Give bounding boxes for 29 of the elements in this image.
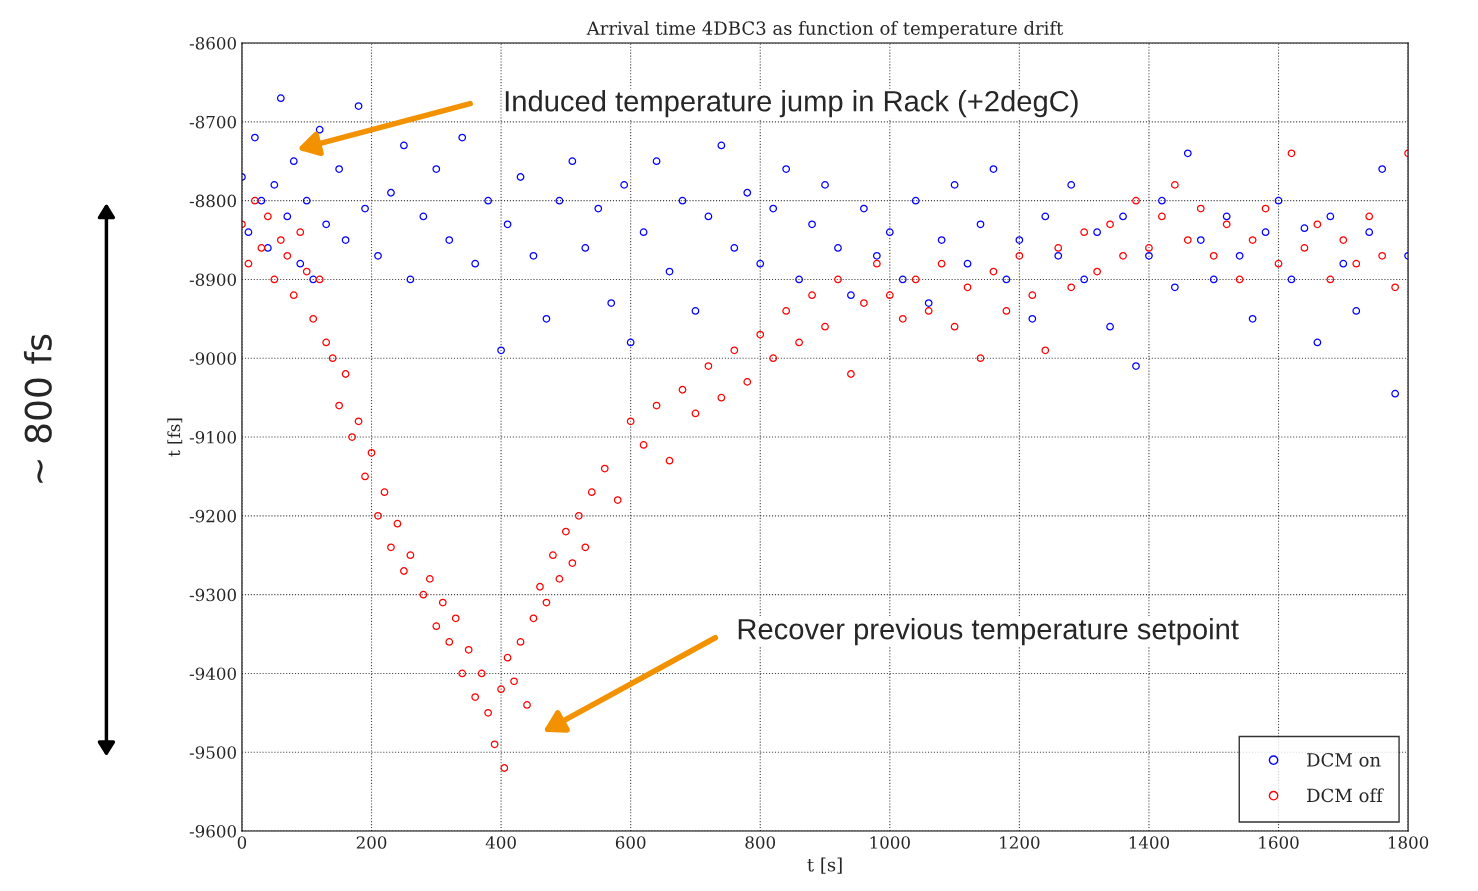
annotation: Recover previous temperature setpoint bbox=[738, 618, 1239, 646]
y-tick-label: -9600 bbox=[189, 825, 236, 838]
y-tick-label: -8700 bbox=[189, 115, 236, 129]
text: ~ 800 fs bbox=[23, 334, 52, 483]
x-tick-label: 0 bbox=[237, 836, 247, 849]
x-tick-label: 400 bbox=[485, 836, 516, 849]
x-tick-label: 1200 bbox=[1000, 836, 1040, 849]
y-tick-label: -8800 bbox=[189, 194, 236, 208]
y-tick-label: -9000 bbox=[189, 352, 236, 365]
legend-label: DCM on bbox=[1307, 753, 1381, 767]
x-tick-label: 600 bbox=[615, 836, 646, 849]
x-tick-label: 800 bbox=[745, 836, 776, 849]
y-tick-label: -9100 bbox=[189, 431, 236, 444]
y-axis-title: t [fs] bbox=[167, 418, 183, 457]
y-tick-label: -9500 bbox=[189, 746, 236, 759]
x-tick-label: 1400 bbox=[1129, 836, 1170, 849]
legend-label: DCM off bbox=[1307, 788, 1384, 803]
y-tick-label: -8900 bbox=[189, 273, 236, 286]
y-tick-label: -9400 bbox=[189, 667, 236, 680]
x-axis-title: t [s] bbox=[807, 857, 842, 874]
y-tick-label: -9300 bbox=[189, 588, 236, 602]
y-tick-label: -9200 bbox=[189, 509, 236, 523]
x-tick-label: 200 bbox=[356, 836, 387, 849]
chart-title: Arrival time 4DBC3 as function of temperature drift bbox=[586, 20, 1064, 39]
x-tick-label: 1600 bbox=[1259, 836, 1299, 849]
y-tick-label: -8600 bbox=[189, 37, 236, 50]
x-tick-label: 1000 bbox=[870, 836, 910, 849]
annotation: Induced temperature jump in Rack (+2degC) bbox=[505, 90, 1078, 118]
x-tick-label: 1800 bbox=[1388, 836, 1429, 849]
